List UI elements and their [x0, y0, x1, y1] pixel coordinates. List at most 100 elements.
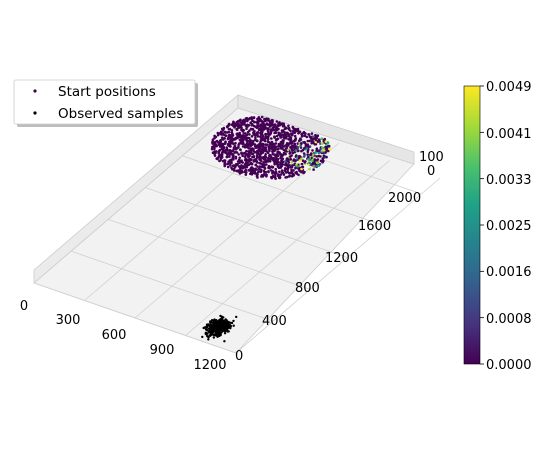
start-position-point — [252, 116, 256, 120]
start-position-point — [328, 147, 331, 151]
start-position-point — [252, 120, 256, 124]
grid-x-1 — [84, 125, 289, 301]
start-position-point — [238, 131, 241, 135]
start-position-point — [284, 167, 287, 170]
start-position-point — [244, 161, 248, 165]
start-position-point — [249, 141, 252, 144]
start-position-point — [233, 144, 237, 148]
start-position-point — [238, 161, 241, 165]
start-position-point — [228, 140, 231, 144]
start-position-point — [300, 167, 303, 171]
start-position-point — [237, 125, 240, 128]
start-position-point — [226, 152, 229, 155]
start-position-point — [292, 158, 296, 161]
start-position-point — [291, 151, 295, 155]
start-position-point — [245, 150, 248, 153]
start-position-point — [279, 143, 282, 146]
start-position-point — [221, 132, 225, 135]
start-position-point — [232, 147, 236, 151]
start-position-point — [325, 149, 328, 152]
start-position-point — [228, 137, 231, 140]
start-position-point — [285, 142, 289, 145]
start-position-point — [246, 145, 249, 148]
start-position-point — [296, 149, 300, 153]
observed-sample-point — [207, 327, 211, 330]
start-position-point — [286, 148, 290, 152]
z-tick-1: 100 — [419, 150, 444, 165]
observed-sample-point — [226, 324, 229, 327]
observed-sample-point — [227, 320, 230, 324]
start-position-point — [258, 117, 262, 121]
start-position-point — [288, 152, 292, 155]
start-position-point — [271, 174, 275, 178]
start-position-point — [240, 128, 243, 131]
x-tick-0: 0 — [20, 299, 28, 314]
start-position-point — [233, 137, 237, 141]
start-position-point — [271, 119, 274, 122]
start-position-point — [223, 142, 227, 146]
observed-sample-point — [223, 332, 227, 335]
start-position-point — [273, 147, 277, 150]
start-position-point — [288, 135, 291, 138]
start-position-point — [220, 153, 224, 157]
start-position-point — [294, 166, 298, 169]
y-tick-5: 2000 — [388, 191, 421, 206]
start-position-point — [241, 137, 245, 141]
legend-start-marker — [33, 89, 37, 93]
start-position-point — [263, 163, 266, 167]
start-position-point — [291, 172, 295, 175]
start-position-point — [314, 137, 318, 141]
start-position-point — [283, 131, 287, 134]
start-position-point — [245, 152, 248, 156]
start-position-point — [266, 129, 270, 133]
start-position-point — [326, 141, 330, 144]
start-position-point — [311, 138, 315, 141]
start-position-point — [271, 150, 275, 153]
start-position-point — [256, 135, 260, 138]
start-position-point — [269, 131, 273, 135]
start-position-point — [300, 162, 304, 166]
start-position-point — [280, 122, 284, 125]
start-position-point — [319, 142, 322, 145]
observed-sample-point — [212, 336, 215, 339]
start-position-point — [301, 159, 305, 162]
start-position-point — [295, 154, 298, 157]
start-position-point — [255, 139, 258, 142]
start-position-point — [240, 126, 243, 130]
start-position-point — [276, 160, 280, 164]
start-position-point — [266, 140, 270, 143]
start-position-point — [298, 159, 302, 162]
start-position-point — [249, 121, 253, 124]
start-position-point — [316, 149, 320, 152]
start-position-point — [296, 146, 300, 149]
z-tick-0: 0 — [427, 164, 435, 179]
start-position-point — [255, 168, 259, 171]
start-position-point — [300, 157, 303, 161]
start-position-point — [299, 142, 303, 145]
start-position-point — [253, 169, 257, 173]
start-position-point — [289, 158, 293, 161]
y-tick-3: 1200 — [325, 251, 358, 266]
start-position-point — [237, 145, 240, 149]
start-position-point — [238, 156, 241, 160]
start-position-point — [252, 124, 256, 128]
start-position-point — [235, 128, 239, 131]
start-position-point — [248, 133, 251, 136]
legend: Start positions Observed samples — [13, 79, 198, 127]
observed-sample-point — [223, 322, 226, 325]
start-position-point — [277, 131, 281, 135]
start-position-point — [315, 155, 319, 158]
start-position-point — [244, 157, 247, 160]
start-position-point — [226, 125, 229, 129]
start-position-point — [241, 145, 245, 148]
start-position-point — [308, 158, 312, 161]
start-position-point — [263, 119, 267, 122]
start-position-point — [264, 135, 268, 138]
start-position-point — [253, 172, 257, 175]
start-position-point — [245, 138, 248, 142]
observed-sample-point — [207, 338, 210, 341]
start-position-point — [226, 165, 230, 169]
start-position-point — [300, 133, 303, 136]
start-position-point — [223, 133, 226, 137]
